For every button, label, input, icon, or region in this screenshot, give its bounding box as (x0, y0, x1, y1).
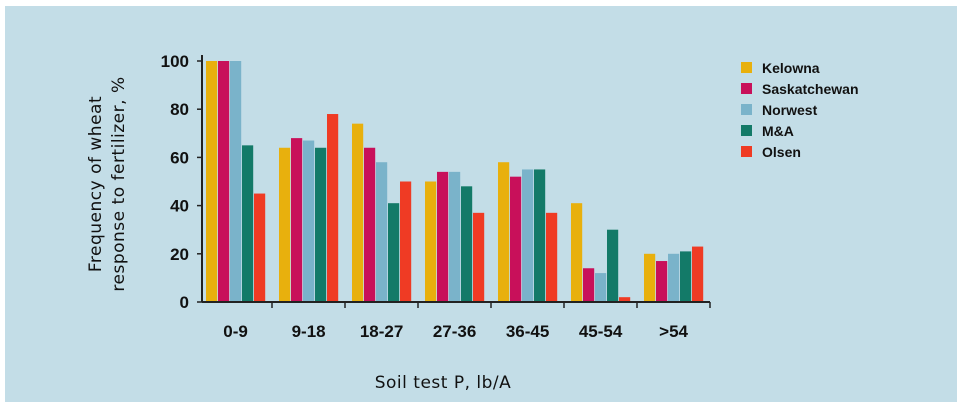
bar (571, 203, 583, 302)
bar (218, 61, 230, 302)
bar (206, 61, 218, 302)
chart-panel: Frequency of wheat response to fertilize… (5, 6, 957, 402)
bar (242, 145, 254, 302)
legend-label: Olsen (762, 144, 801, 160)
legend-label: Norwest (762, 102, 818, 118)
legend-swatch (741, 125, 752, 136)
y-axis-label-line1: Frequency of wheat (86, 96, 106, 272)
bar (291, 138, 303, 302)
bar (254, 193, 266, 302)
bar (364, 147, 376, 302)
y-tick-label: 100 (161, 52, 189, 71)
bar-chart: Frequency of wheat response to fertilize… (86, 52, 859, 393)
bar (388, 203, 400, 302)
bar (279, 147, 291, 302)
bar (449, 171, 461, 302)
legend-label: Saskatchewan (762, 81, 859, 97)
bar (680, 251, 692, 302)
bar (498, 162, 510, 302)
legend-label: Kelowna (762, 60, 820, 76)
bar (376, 162, 388, 302)
bar (583, 268, 595, 302)
legend-swatch (741, 62, 752, 73)
y-tick-label: 20 (170, 245, 189, 264)
legend-swatch (741, 104, 752, 115)
x-tick-label: 27-36 (433, 322, 476, 341)
bar (352, 123, 364, 302)
legend-label: M&A (762, 123, 794, 139)
bar (522, 169, 534, 302)
bar (644, 253, 656, 302)
bar (534, 169, 546, 302)
x-axis-label: Soil test P, lb/A (375, 373, 512, 393)
x-tick-label: 36-45 (506, 322, 549, 341)
bar (437, 171, 449, 302)
bar (425, 181, 437, 302)
legend: Kelowna Saskatchewan Norwest M&A Olsen (741, 60, 859, 160)
x-tick-label: 45-54 (579, 322, 623, 341)
y-tick-label: 40 (170, 197, 189, 216)
x-tick-label: 9-18 (292, 322, 326, 341)
bar (668, 253, 680, 302)
y-axis-title: Frequency of wheat response to fertilize… (86, 76, 129, 291)
bar (230, 61, 242, 302)
bar (327, 114, 339, 303)
bar (473, 212, 485, 302)
bar (315, 147, 327, 302)
x-tick-label: >54 (659, 322, 688, 341)
bar (546, 212, 558, 302)
bar (619, 297, 631, 302)
bar (461, 186, 473, 302)
bars (206, 61, 704, 303)
y-tick-label: 60 (170, 148, 189, 167)
bar (510, 176, 522, 302)
bar (656, 261, 668, 302)
bar (303, 140, 315, 302)
x-tick-label: 18-27 (360, 322, 403, 341)
bar (607, 229, 619, 302)
bar (400, 181, 412, 302)
x-ticks: 0-9 9-18 18-27 27-36 36-45 45-54 >54 (223, 302, 711, 341)
legend-swatch (741, 146, 752, 157)
bar (692, 246, 704, 302)
x-tick-label: 0-9 (223, 322, 248, 341)
axes (201, 55, 710, 303)
y-tick-label: 80 (170, 100, 189, 119)
bar (595, 273, 607, 302)
y-tick-label: 0 (180, 293, 189, 312)
legend-swatch (741, 83, 752, 94)
y-axis-label-line2: response to fertilizer, % (109, 76, 129, 291)
y-ticks: 0 20 40 60 80 100 (161, 52, 202, 312)
